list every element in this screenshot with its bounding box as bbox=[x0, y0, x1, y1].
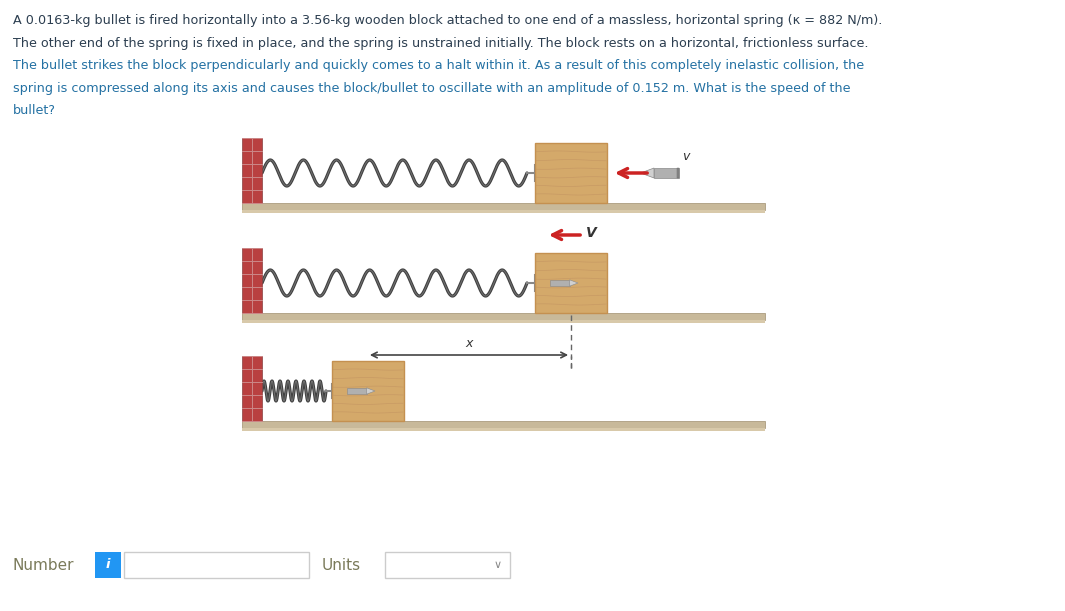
Bar bbox=[347, 388, 366, 394]
Polygon shape bbox=[641, 168, 654, 178]
Text: Number: Number bbox=[13, 557, 75, 573]
Text: spring is compressed along its axis and causes the block/bullet to oscillate wit: spring is compressed along its axis and … bbox=[13, 81, 851, 95]
Bar bbox=[242, 356, 262, 421]
Bar bbox=[95, 552, 121, 578]
Text: The bullet strikes the block perpendicularly and quickly comes to a halt within : The bullet strikes the block perpendicul… bbox=[13, 59, 864, 72]
Bar bbox=[386, 552, 510, 578]
Bar bbox=[242, 248, 262, 313]
Bar bbox=[332, 361, 404, 421]
Bar bbox=[676, 168, 678, 178]
Text: x: x bbox=[465, 337, 473, 350]
Bar bbox=[535, 253, 607, 313]
Bar bbox=[535, 143, 607, 203]
Polygon shape bbox=[366, 388, 375, 394]
Text: The other end of the spring is fixed in place, and the spring is unstrained init: The other end of the spring is fixed in … bbox=[13, 37, 868, 49]
Bar bbox=[242, 320, 765, 323]
Bar bbox=[124, 552, 309, 578]
Bar bbox=[242, 138, 262, 203]
Bar bbox=[242, 428, 765, 431]
Bar bbox=[550, 280, 570, 286]
Bar bbox=[242, 203, 765, 210]
Text: Units: Units bbox=[322, 557, 361, 573]
Bar bbox=[654, 168, 678, 178]
Text: V: V bbox=[586, 226, 596, 240]
Text: v: v bbox=[682, 150, 689, 163]
Text: i: i bbox=[105, 558, 111, 571]
Text: A 0.0163-kg bullet is fired horizontally into a 3.56-kg wooden block attached to: A 0.0163-kg bullet is fired horizontally… bbox=[13, 14, 883, 27]
Bar bbox=[242, 313, 765, 320]
Bar bbox=[242, 421, 765, 428]
Bar bbox=[242, 210, 765, 213]
Text: ∨: ∨ bbox=[494, 560, 502, 570]
Text: bullet?: bullet? bbox=[13, 104, 56, 117]
Polygon shape bbox=[570, 280, 578, 286]
